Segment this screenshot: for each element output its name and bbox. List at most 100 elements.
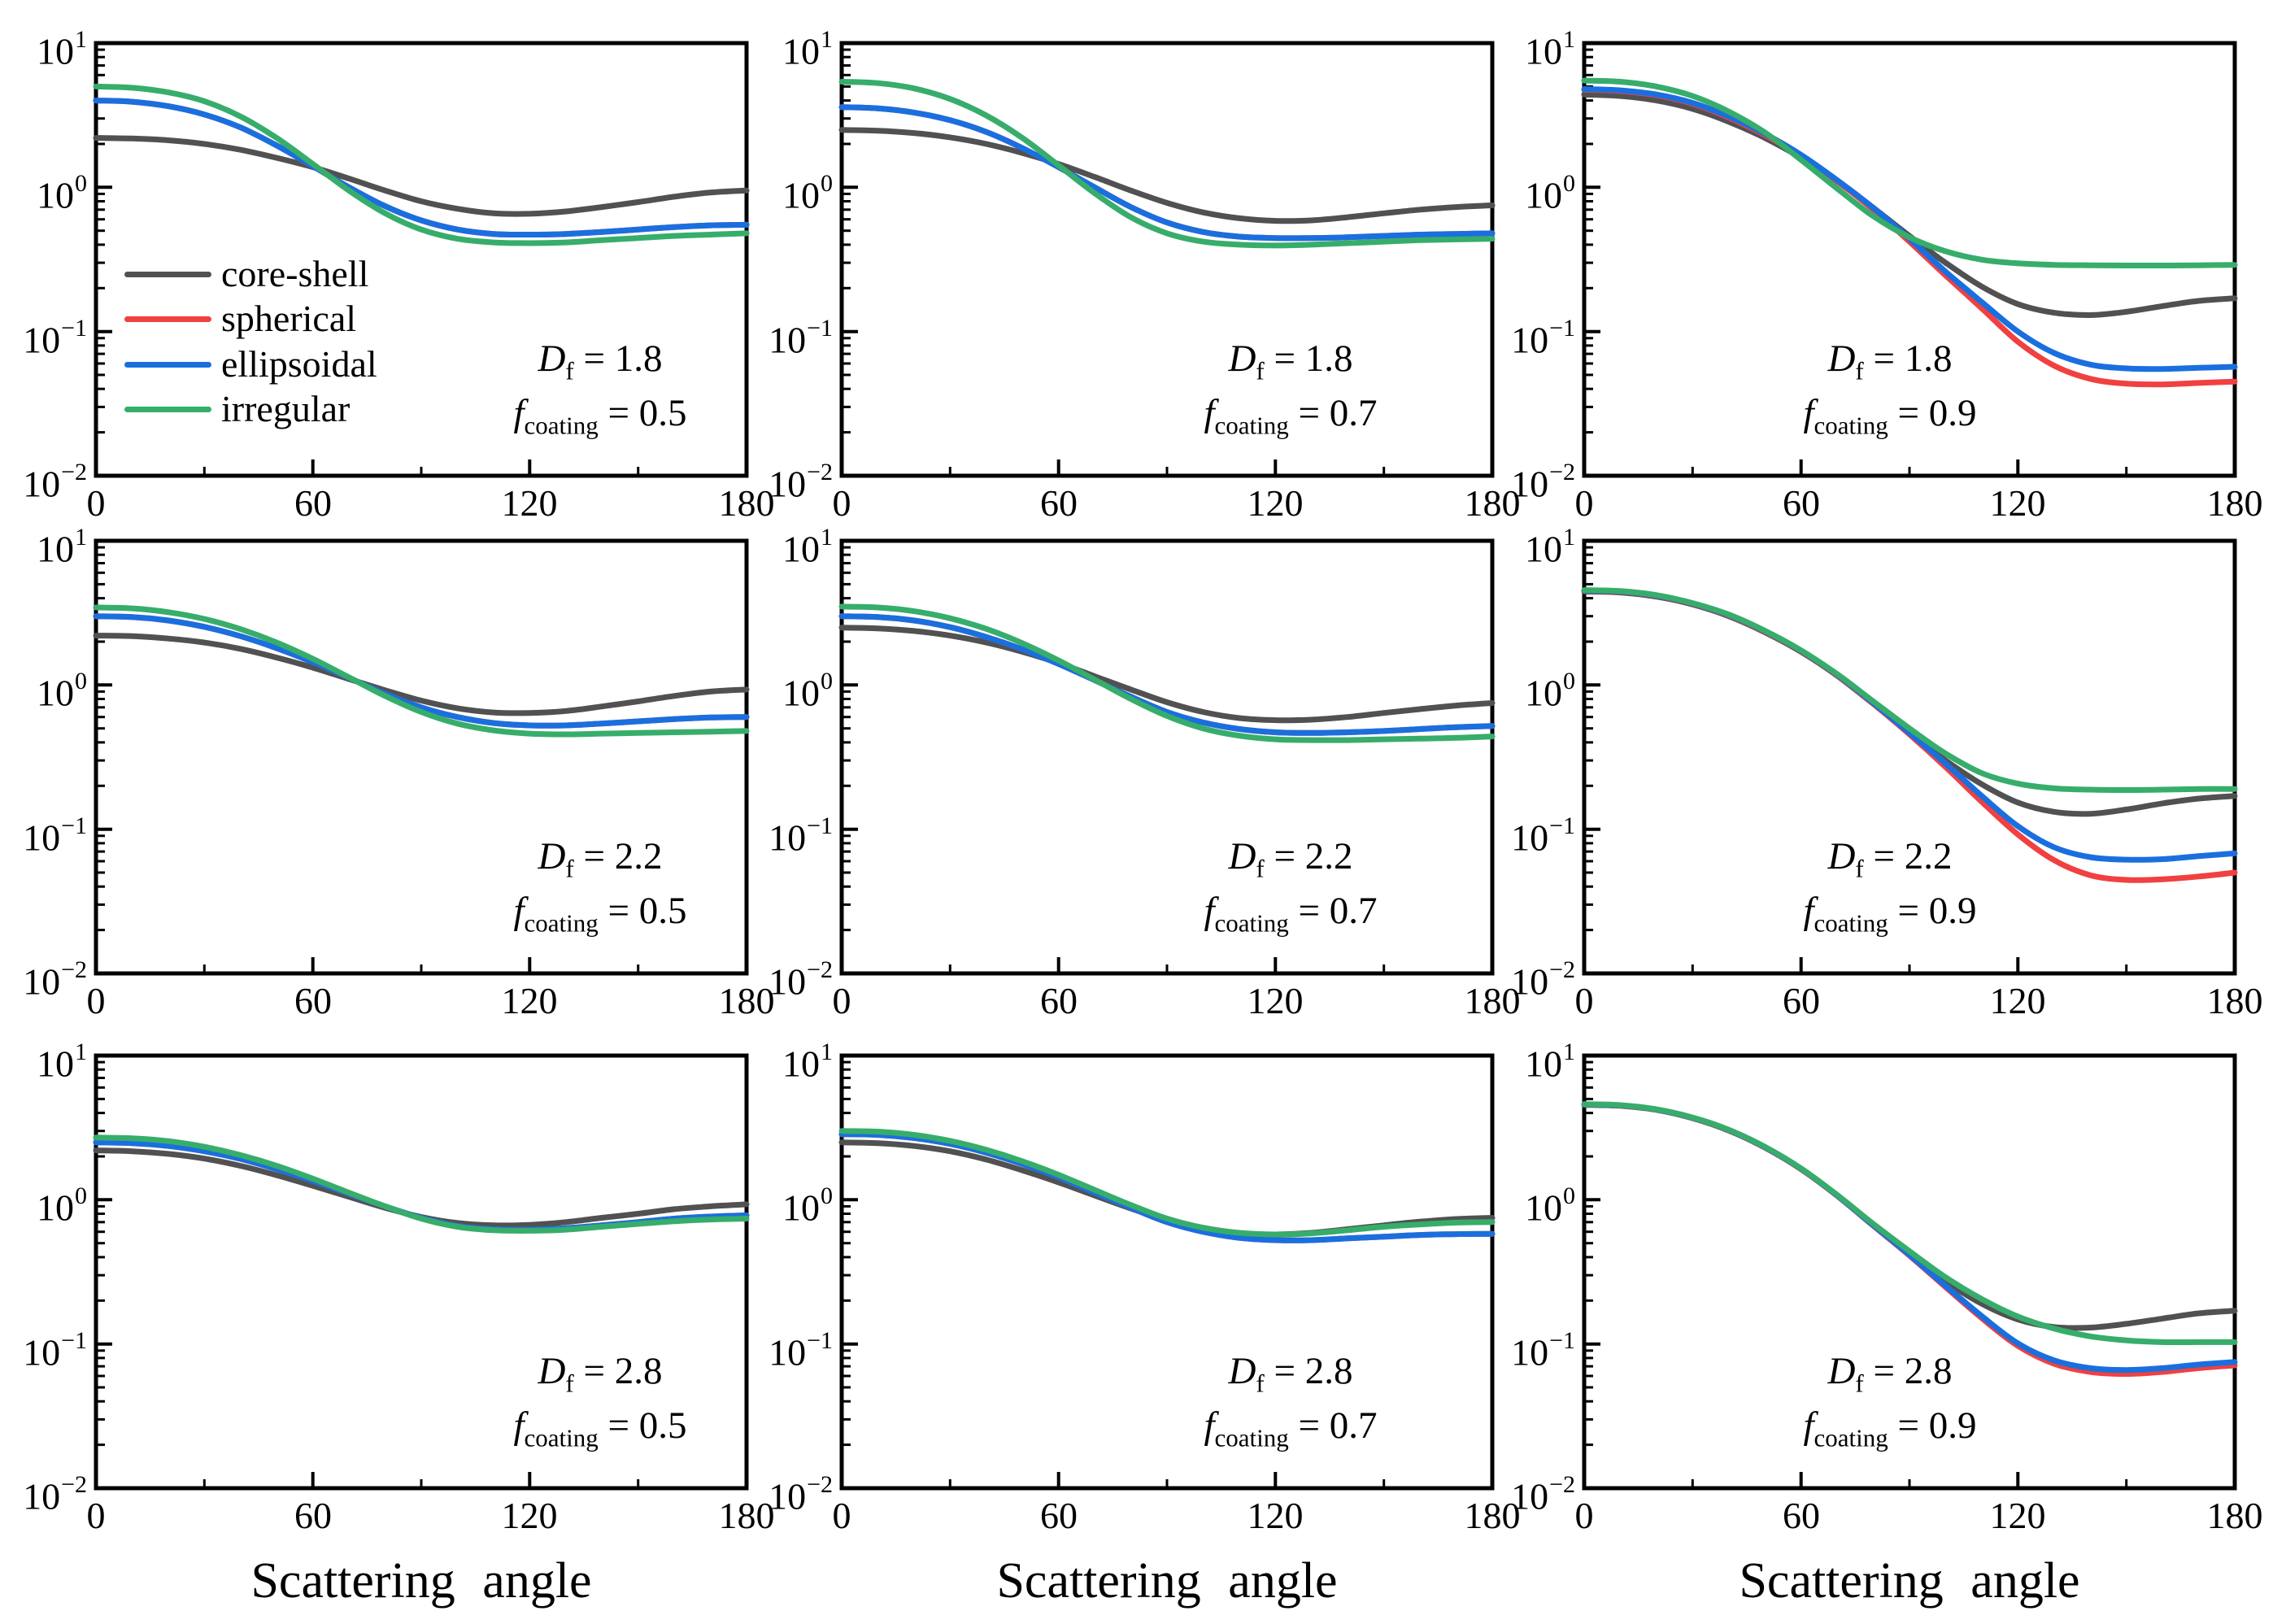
x-axis-title-col2: Scattering angle (996, 1553, 1338, 1609)
x-tick-label: 60 (1040, 980, 1078, 1021)
subplot-r3c3-plot (1581, 1053, 2238, 1491)
x-tick-label: 120 (1989, 482, 2046, 524)
subplot-r1c2 (838, 41, 1496, 478)
df-annotation: Df = 2.2 (1827, 835, 1953, 883)
y-tick-label: 101 (1525, 1038, 1575, 1085)
y-tick-label: 100 (1525, 170, 1575, 216)
y-tick-label: 10−2 (23, 956, 87, 1003)
curve-core-shell (93, 633, 750, 716)
fcoating-annotation: fcoating = 0.5 (513, 392, 687, 440)
x-tick-label: 60 (1783, 1495, 1820, 1536)
y-tick-label: 10−1 (769, 1327, 833, 1374)
curve-ellipsoidal (93, 98, 750, 238)
curve-irregular (1581, 77, 2238, 268)
y-tick-label: 101 (782, 524, 833, 570)
fcoating-annotation: fcoating = 0.9 (1803, 890, 1977, 938)
legend-label: ellipsoidal (221, 343, 377, 385)
y-tick-label: 10−1 (1511, 812, 1575, 859)
x-tick-label: 0 (832, 1495, 851, 1536)
x-tick-label: 120 (501, 980, 558, 1021)
curve-core-shell (838, 127, 1496, 224)
legend-swatch-spherical (124, 316, 211, 322)
legend-swatch-core-shell (124, 271, 211, 277)
axis-ticks (94, 1054, 748, 1490)
subplot-r2c2-plot (838, 538, 1496, 976)
x-tick-label: 180 (718, 980, 775, 1021)
y-tick-label: 100 (782, 170, 833, 216)
subplot-r1c3 (1581, 41, 2238, 478)
curve-irregular (93, 1134, 750, 1234)
df-annotation: Df = 1.8 (1827, 337, 1953, 385)
y-tick-label: 10−2 (1511, 956, 1575, 1003)
y-tick-label: 10−2 (23, 459, 87, 505)
y-tick-label: 10−1 (769, 315, 833, 361)
y-tick-label: 101 (37, 524, 87, 570)
y-tick-label: 10−1 (23, 315, 87, 361)
fcoating-annotation: fcoating = 0.5 (513, 890, 687, 938)
legend-label: spherical (221, 298, 357, 339)
y-tick-label: 100 (37, 668, 87, 714)
df-annotation: Df = 2.8 (1827, 1350, 1953, 1398)
x-tick-label: 0 (832, 980, 851, 1021)
subplot-r3c3 (1581, 1053, 2238, 1491)
curve-irregular (838, 1128, 1496, 1238)
curve-ellipsoidal (838, 613, 1496, 736)
axis-ticks (840, 41, 1494, 477)
x-tick-label: 60 (1783, 980, 1820, 1021)
x-tick-label: 120 (1989, 1495, 2046, 1536)
fcoating-annotation: fcoating = 0.9 (1803, 392, 1977, 440)
y-tick-label: 100 (782, 1182, 833, 1229)
x-axis-title-col3: Scattering angle (1739, 1553, 2080, 1609)
curve-ellipsoidal (838, 1131, 1496, 1243)
x-tick-label: 180 (2206, 980, 2263, 1021)
y-tick-label: 101 (782, 1038, 833, 1085)
axis-ticks (94, 41, 748, 477)
x-tick-label: 0 (1574, 1495, 1594, 1536)
y-tick-label: 101 (782, 26, 833, 72)
curve-spherical (838, 104, 1496, 242)
curve-irregular (93, 604, 750, 738)
x-tick-label: 0 (1574, 482, 1594, 524)
curve-spherical (1581, 1101, 2238, 1377)
legend-item-ellipsoidal: ellipsoidal (124, 342, 377, 387)
curve-core-shell (1581, 1102, 2238, 1331)
curve-ellipsoidal (1581, 1101, 2238, 1374)
subplot-r1c1-plot (93, 41, 750, 478)
y-tick-label: 101 (37, 1038, 87, 1085)
curve-core-shell (838, 625, 1496, 724)
x-tick-label: 60 (294, 482, 332, 524)
x-tick-label: 120 (1989, 980, 2046, 1021)
subplot-r2c3-plot (1581, 538, 2238, 976)
legend-label: irregular (221, 388, 351, 429)
x-axis-title-col1: Scattering angle (250, 1553, 592, 1609)
curve-ellipsoidal (93, 613, 750, 729)
fcoating-annotation: fcoating = 0.7 (1204, 392, 1378, 440)
subplot-r3c1 (93, 1053, 750, 1491)
x-tick-label: 60 (294, 1495, 332, 1536)
subplot-r2c3 (1581, 538, 2238, 976)
curve-spherical (93, 98, 750, 238)
subplot-r1c2-plot (838, 41, 1496, 478)
x-tick-label: 60 (1783, 482, 1820, 524)
y-tick-label: 10−1 (23, 812, 87, 859)
x-tick-label: 120 (1247, 482, 1304, 524)
x-tick-label: 120 (1247, 980, 1304, 1021)
x-tick-label: 180 (2206, 1495, 2263, 1536)
curve-ellipsoidal (1581, 86, 2238, 372)
legend-label: core-shell (221, 253, 369, 294)
y-tick-label: 10−2 (23, 1471, 87, 1517)
curve-core-shell (93, 1147, 750, 1229)
x-tick-label: 180 (2206, 482, 2263, 524)
curve-irregular (838, 603, 1496, 743)
curve-irregular (838, 79, 1496, 249)
y-tick-label: 10−2 (769, 956, 833, 1003)
fcoating-annotation: fcoating = 0.5 (513, 1404, 687, 1452)
x-tick-label: 60 (294, 980, 332, 1021)
y-tick-label: 10−1 (23, 1327, 87, 1374)
y-tick-label: 100 (782, 668, 833, 714)
curve-irregular (93, 83, 750, 246)
subplot-r1c3-plot (1581, 41, 2238, 478)
x-tick-label: 180 (1464, 482, 1521, 524)
x-tick-label: 180 (718, 482, 775, 524)
